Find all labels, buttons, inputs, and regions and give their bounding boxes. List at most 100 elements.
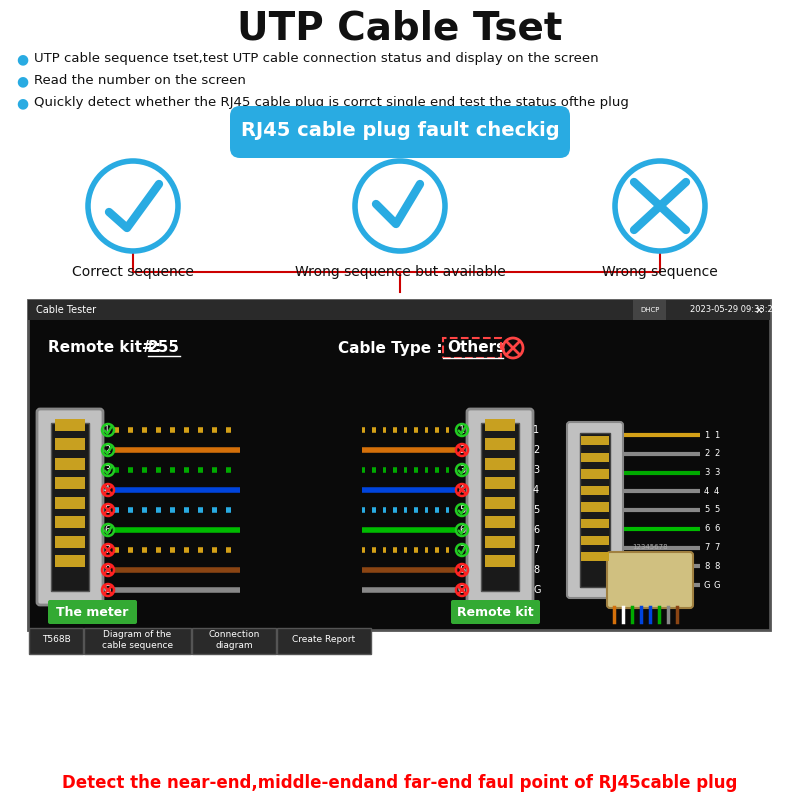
Text: 2: 2	[533, 445, 539, 455]
FancyBboxPatch shape	[581, 519, 609, 528]
Text: 7: 7	[704, 543, 710, 552]
FancyBboxPatch shape	[581, 535, 609, 545]
Text: 2: 2	[104, 445, 110, 455]
FancyBboxPatch shape	[580, 433, 610, 587]
Text: 5: 5	[104, 505, 110, 515]
Text: 4: 4	[714, 486, 719, 496]
FancyBboxPatch shape	[607, 552, 693, 608]
Text: Wrong sequence: Wrong sequence	[602, 265, 718, 279]
Text: RJ45 cable plug fault checkig: RJ45 cable plug fault checkig	[241, 122, 559, 141]
FancyBboxPatch shape	[581, 552, 609, 562]
Text: 3: 3	[704, 468, 710, 477]
Text: 7: 7	[714, 543, 719, 552]
FancyBboxPatch shape	[55, 477, 85, 490]
Text: 7: 7	[533, 545, 539, 555]
Text: Create Report: Create Report	[293, 635, 355, 645]
Text: 6: 6	[714, 524, 719, 534]
FancyBboxPatch shape	[451, 600, 540, 624]
Text: ●: ●	[16, 52, 28, 66]
FancyBboxPatch shape	[28, 300, 770, 320]
Text: 2: 2	[704, 450, 710, 458]
Text: 3: 3	[104, 465, 110, 475]
Text: 7: 7	[458, 545, 465, 555]
FancyBboxPatch shape	[51, 423, 89, 590]
Text: 7: 7	[104, 545, 110, 555]
Text: 8: 8	[704, 562, 710, 570]
FancyBboxPatch shape	[55, 535, 85, 548]
Text: G: G	[533, 585, 541, 595]
FancyBboxPatch shape	[581, 453, 609, 462]
Text: UTP cable sequence tset,test UTP cable connection status and display on the scre: UTP cable sequence tset,test UTP cable c…	[34, 52, 598, 65]
FancyBboxPatch shape	[55, 438, 85, 450]
Text: Read the number on the screen: Read the number on the screen	[34, 74, 246, 87]
FancyBboxPatch shape	[84, 628, 191, 654]
Text: x: x	[755, 305, 762, 315]
FancyBboxPatch shape	[485, 477, 515, 490]
Text: 5: 5	[704, 506, 710, 514]
FancyBboxPatch shape	[581, 502, 609, 512]
FancyBboxPatch shape	[567, 422, 623, 598]
Text: 2023-05-29 09:33:20: 2023-05-29 09:33:20	[690, 306, 778, 314]
Text: 4: 4	[104, 485, 110, 495]
FancyBboxPatch shape	[485, 458, 515, 470]
Text: 8: 8	[104, 565, 110, 575]
Text: T568B: T568B	[42, 635, 70, 645]
FancyBboxPatch shape	[485, 555, 515, 567]
Text: 5: 5	[458, 505, 465, 515]
Text: 1: 1	[459, 425, 465, 435]
Text: 3: 3	[533, 465, 539, 475]
FancyBboxPatch shape	[55, 555, 85, 567]
Text: 6: 6	[104, 525, 110, 535]
Text: The meter: The meter	[56, 606, 128, 618]
Text: 2: 2	[714, 450, 719, 458]
Text: 8: 8	[533, 565, 539, 575]
Text: Quickly detect whether the RJ45 cable plug is corrct single end test the status : Quickly detect whether the RJ45 cable pl…	[34, 96, 629, 109]
FancyBboxPatch shape	[485, 418, 515, 431]
Text: 3: 3	[714, 468, 719, 477]
FancyBboxPatch shape	[28, 300, 770, 630]
Text: Cable Type :: Cable Type :	[338, 341, 442, 355]
Text: 1: 1	[714, 430, 719, 439]
Text: ●: ●	[16, 74, 28, 88]
Text: Remote kit: Remote kit	[457, 606, 534, 618]
Text: 6: 6	[533, 525, 539, 535]
FancyBboxPatch shape	[29, 628, 83, 654]
Text: 4: 4	[704, 486, 710, 496]
Text: G: G	[104, 585, 111, 595]
Text: 6: 6	[704, 524, 710, 534]
Text: DHCP: DHCP	[640, 307, 659, 313]
FancyBboxPatch shape	[37, 409, 103, 605]
Text: 12345678: 12345678	[632, 544, 668, 550]
Text: 3: 3	[459, 465, 465, 475]
Text: Connection
diagram: Connection diagram	[208, 630, 260, 650]
FancyBboxPatch shape	[192, 628, 276, 654]
Text: 1: 1	[533, 425, 539, 435]
Text: G: G	[458, 585, 465, 595]
Text: 6: 6	[459, 525, 465, 535]
Text: G: G	[714, 581, 721, 590]
Text: 5: 5	[533, 505, 539, 515]
Text: 4: 4	[459, 485, 465, 495]
Text: Others: Others	[447, 341, 505, 355]
FancyBboxPatch shape	[230, 106, 570, 158]
Text: 8: 8	[714, 562, 719, 570]
Text: Correct sequence: Correct sequence	[72, 265, 194, 279]
Text: UTP Cable Tset: UTP Cable Tset	[238, 10, 562, 48]
FancyBboxPatch shape	[485, 516, 515, 528]
FancyBboxPatch shape	[481, 423, 519, 590]
Text: 1: 1	[704, 430, 710, 439]
FancyBboxPatch shape	[581, 486, 609, 495]
Text: 8: 8	[459, 565, 465, 575]
FancyBboxPatch shape	[48, 600, 137, 624]
Text: G: G	[704, 581, 710, 590]
Text: 1: 1	[104, 425, 110, 435]
FancyBboxPatch shape	[485, 535, 515, 548]
FancyBboxPatch shape	[277, 628, 371, 654]
Text: Detect the near-end,middle-endand far-end faul point of RJ45cable plug: Detect the near-end,middle-endand far-en…	[62, 774, 738, 792]
FancyBboxPatch shape	[485, 438, 515, 450]
FancyBboxPatch shape	[581, 469, 609, 478]
FancyBboxPatch shape	[55, 458, 85, 470]
Text: Diagram of the
cable sequence: Diagram of the cable sequence	[102, 630, 173, 650]
FancyBboxPatch shape	[581, 436, 609, 446]
FancyBboxPatch shape	[55, 516, 85, 528]
